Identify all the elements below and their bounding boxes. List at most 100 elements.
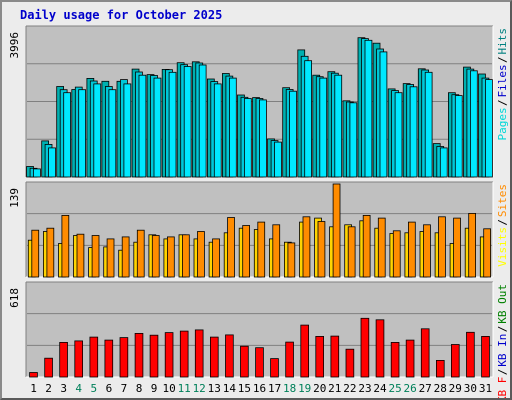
bar-sites-day-16 (257, 221, 266, 278)
bar-pages-day-24 (379, 51, 388, 178)
bar-pages-day-9 (153, 77, 162, 178)
x-tick-label-day-12: 12 (193, 382, 206, 395)
bar-sites-day-6 (106, 238, 115, 278)
bar-pages-day-11 (183, 66, 192, 178)
bar-sites-day-26 (407, 221, 416, 278)
bar-kb-f-day-17 (270, 358, 279, 378)
x-tick-label-day-29: 29 (449, 382, 462, 395)
panel-bottom: 618 KB Out/KB In/KB F (8, 281, 509, 398)
x-tick-label-day-7: 7 (121, 382, 128, 395)
bar-pages-day-29 (454, 95, 463, 178)
bar-pages-day-16 (259, 99, 267, 178)
bar-pages-day-6 (108, 89, 117, 178)
bar-kb-f-day-14 (225, 334, 234, 378)
x-tick-label-day-15: 15 (238, 382, 251, 395)
y-max-label-bottom: 618 (8, 288, 21, 308)
bar-sites-day-9 (151, 235, 160, 278)
bar-pages-day-27 (424, 71, 433, 178)
bar-pages-day-12 (198, 64, 207, 178)
bar-pages-day-18 (289, 90, 297, 178)
legend-separator: / (496, 99, 509, 106)
legend-separator: / (496, 219, 509, 226)
bar-kb-f-day-6 (104, 339, 114, 378)
panel-middle: 139 Sites /Visits (8, 181, 509, 278)
bar-kb-f-day-21 (330, 335, 340, 378)
bar-sites-day-11 (181, 234, 190, 278)
bar-kb-f-day-26 (405, 339, 415, 378)
legend-separator: / (496, 326, 509, 333)
bar-sites-day-1 (31, 229, 40, 278)
bar-kb-f-day-3 (59, 341, 68, 378)
bar-kb-f-day-2 (44, 357, 53, 378)
bar-pages-day-5 (93, 83, 102, 178)
bar-kb-f-day-13 (209, 336, 219, 378)
legend-item-kb-in: KB In (496, 334, 509, 367)
legend-item-hits: Hits (496, 28, 509, 55)
bar-pages-day-26 (409, 86, 418, 178)
x-tick-label-day-19: 19 (298, 382, 311, 395)
bar-sites-day-17 (272, 224, 281, 278)
bar-kb-f-day-25 (390, 341, 400, 378)
legend-item-pages: Pages (496, 107, 509, 140)
x-tick-label-day-1: 1 (30, 382, 37, 395)
bar-sites-day-8 (136, 229, 145, 278)
x-tick-label-day-2: 2 (45, 382, 52, 395)
x-tick-label-day-17: 17 (268, 382, 281, 395)
bar-sites-day-5 (91, 235, 100, 278)
bar-kb-f-day-15 (240, 345, 249, 378)
bar-sites-day-15 (242, 225, 250, 278)
bar-pages-day-20 (319, 77, 328, 178)
x-tick-label-day-14: 14 (223, 382, 237, 395)
bar-sites-day-19 (302, 216, 311, 278)
bar-kb-f-day-28 (435, 359, 445, 378)
bar-kb-f-day-22 (345, 348, 355, 378)
bar-kb-f-day-18 (285, 341, 294, 378)
bar-sites-day-13 (212, 238, 220, 278)
x-tick-label-day-21: 21 (328, 382, 341, 395)
bar-pages-day-10 (168, 71, 177, 178)
bar-pages-day-8 (138, 74, 147, 178)
bar-pages-day-15 (243, 98, 252, 178)
bar-pages-day-4 (78, 89, 86, 178)
bar-kb-f-day-29 (450, 344, 460, 378)
bar-sites-day-20 (317, 221, 326, 278)
bar-kb-f-day-5 (89, 336, 99, 378)
bar-pages-day-3 (63, 92, 72, 178)
bar-sites-day-2 (46, 227, 55, 278)
legend-separator: / (496, 56, 509, 63)
bar-pages-day-14 (228, 77, 237, 178)
bar-kb-f-day-20 (315, 335, 324, 378)
bar-sites-day-22 (347, 226, 356, 278)
x-tick-label-day-5: 5 (90, 382, 97, 395)
bar-sites-day-18 (287, 242, 296, 278)
bar-sites-day-10 (166, 236, 175, 278)
x-tick-label-day-8: 8 (136, 382, 143, 395)
x-tick-label-day-10: 10 (162, 382, 175, 395)
bar-kb-f-day-10 (164, 332, 174, 378)
x-tick-label-day-31: 31 (479, 382, 492, 395)
x-tick-label-day-20: 20 (313, 382, 326, 395)
bar-pages-day-19 (304, 60, 313, 178)
bar-kb-f-day-12 (194, 329, 204, 378)
bar-kb-f-day-27 (420, 328, 430, 378)
bar-sites-day-21 (332, 183, 341, 278)
x-tick-label-day-24: 24 (373, 382, 387, 395)
x-axis-labels: 1 2 3 4 5 6 7 8 9 10 11 12 13 14 15 16 17 18 19 20 21 22 23 24 2… (30, 382, 492, 395)
bar-pages-day-2 (48, 147, 56, 178)
bar-kb-f-day-7 (119, 337, 129, 378)
bar-sites-day-27 (423, 224, 431, 278)
bar-kb-f-day-30 (466, 331, 475, 378)
bar-sites-day-12 (197, 231, 205, 278)
x-tick-label-day-27: 27 (419, 382, 432, 395)
x-tick-label-day-4: 4 (75, 382, 82, 395)
bar-sites-day-23 (362, 214, 371, 278)
legend-item-sites: Sites (496, 184, 509, 217)
x-tick-label-day-23: 23 (358, 382, 371, 395)
bar-pages-day-1 (33, 168, 41, 178)
bar-pages-day-21 (334, 74, 343, 178)
y-max-label-middle: 139 (8, 188, 21, 208)
x-tick-label-day-13: 13 (208, 382, 221, 395)
bar-pages-day-28 (439, 147, 448, 178)
bar-kb-f-day-16 (255, 347, 264, 378)
